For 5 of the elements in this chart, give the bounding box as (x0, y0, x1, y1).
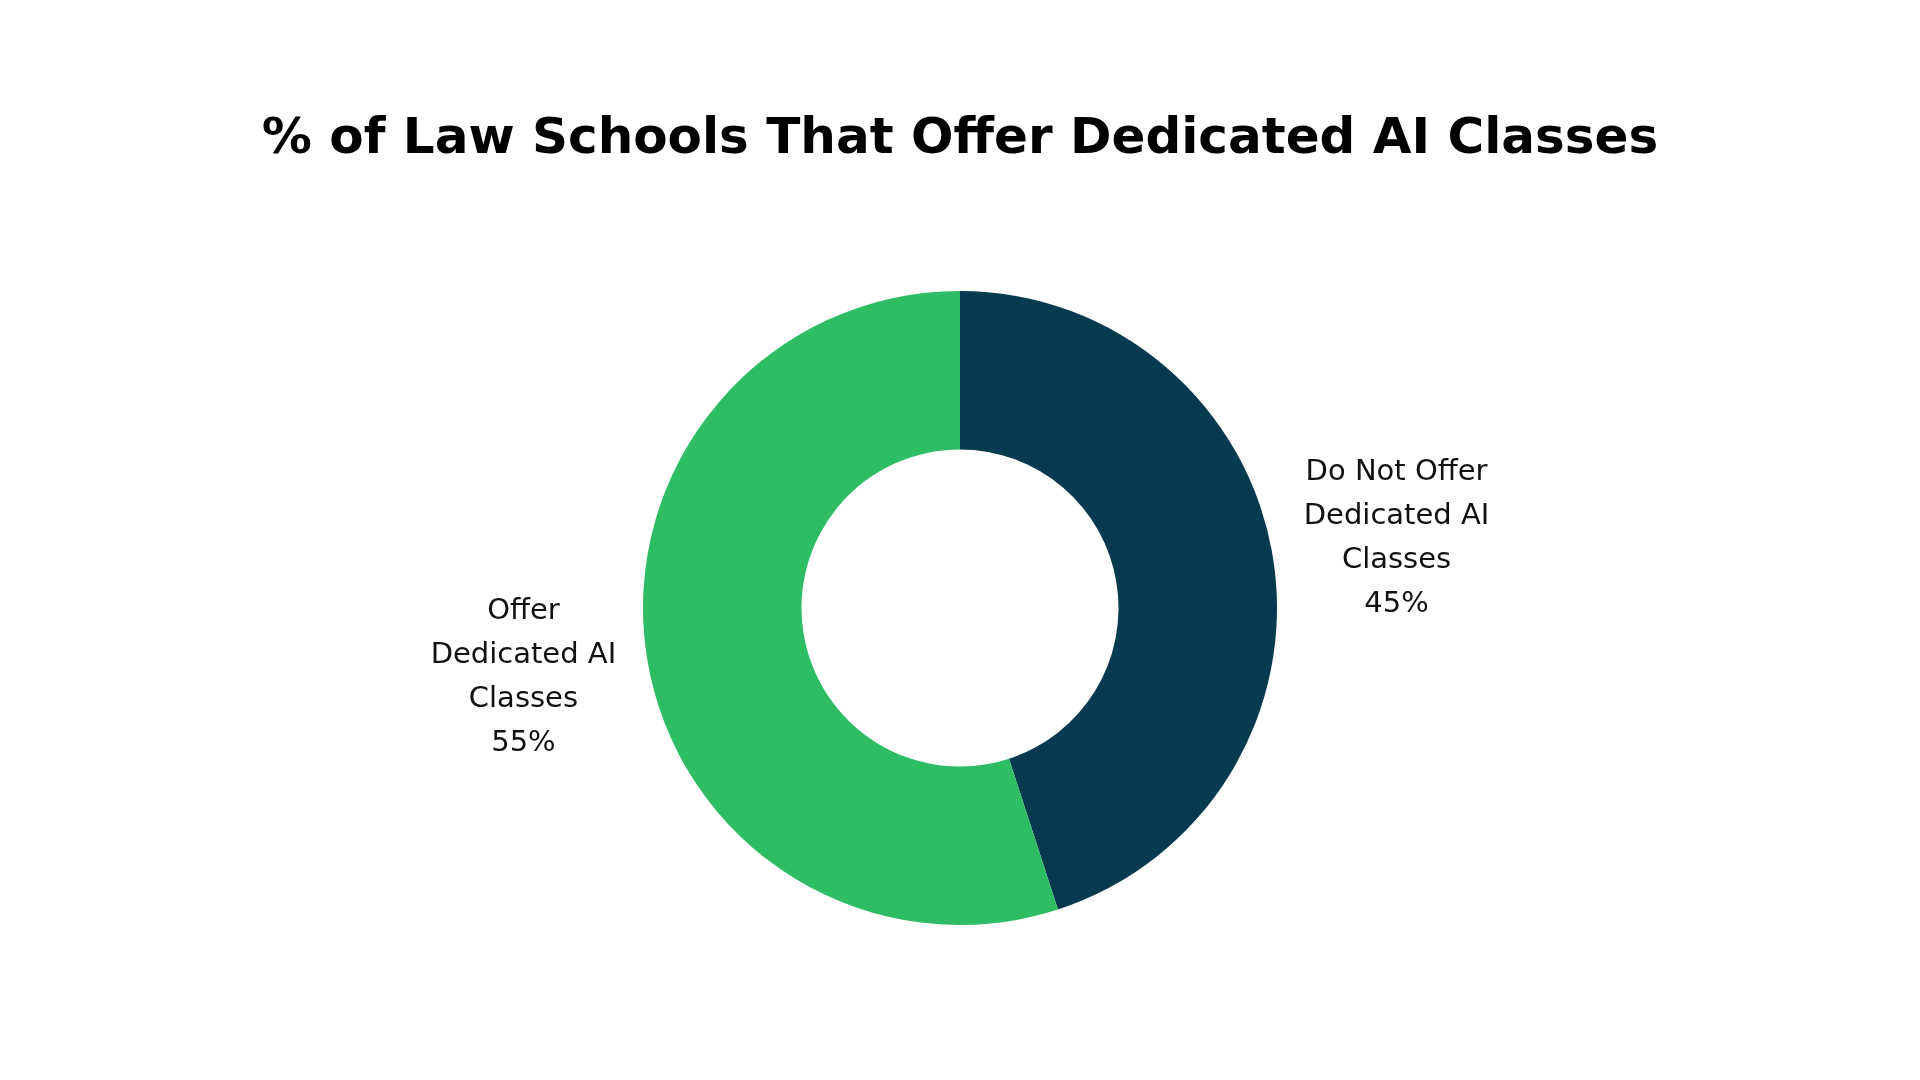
data-label: 45% (1364, 585, 1429, 620)
slice-label: Offer Dedicated AI Classes (430, 591, 617, 714)
slice-label: Do Not Offer Dedicated AI Classes (1303, 453, 1490, 576)
chart-title: % of Law Schools That Offer Dedicated AI Classes (261, 106, 1659, 165)
data-label: 55% (491, 723, 556, 758)
